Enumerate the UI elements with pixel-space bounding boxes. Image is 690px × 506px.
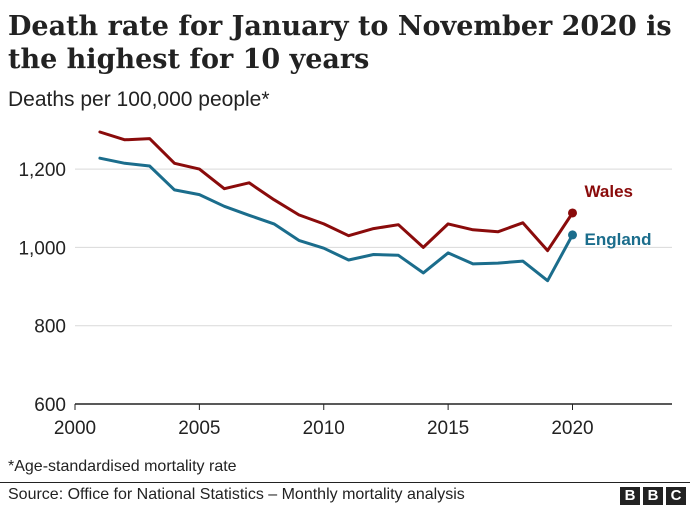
source-text: Source: Office for National Statistics –… [8, 486, 465, 503]
y-tick-label: 600 [34, 395, 66, 416]
x-tick-label: 2010 [303, 418, 345, 439]
x-tick-label: 2020 [551, 418, 593, 439]
chart-subtitle: Deaths per 100,000 people* [8, 88, 270, 111]
y-tick-label: 800 [34, 317, 66, 338]
chart-title: Death rate for January to November 2020 … [8, 11, 672, 75]
line-chart: 600 800 1,000 1,200 2000 2005 2010 2015 2020 Wale… [18, 130, 672, 439]
series-label-england: England [585, 230, 652, 249]
bbc-logo-letter: B [643, 487, 663, 505]
footnote: *Age-standardised mortality rate [8, 458, 237, 475]
bbc-logo-letter: B [620, 487, 640, 505]
series-line-england [98, 156, 574, 283]
series-line-wales [98, 130, 574, 253]
x-tick-label: 2005 [178, 418, 220, 439]
bbc-logo-letter: C [666, 487, 686, 505]
x-tick-label: 2000 [54, 418, 96, 439]
y-tick-label: 1,000 [18, 238, 66, 259]
footer-divider [0, 482, 690, 483]
bbc-logo: B B C [620, 487, 686, 505]
series-endpoint-wales [568, 208, 577, 218]
series-label-wales: Wales [585, 182, 634, 201]
x-tick-label: 2015 [427, 418, 469, 439]
y-tick-label: 1,200 [18, 160, 66, 181]
series-endpoint-england [568, 230, 577, 240]
